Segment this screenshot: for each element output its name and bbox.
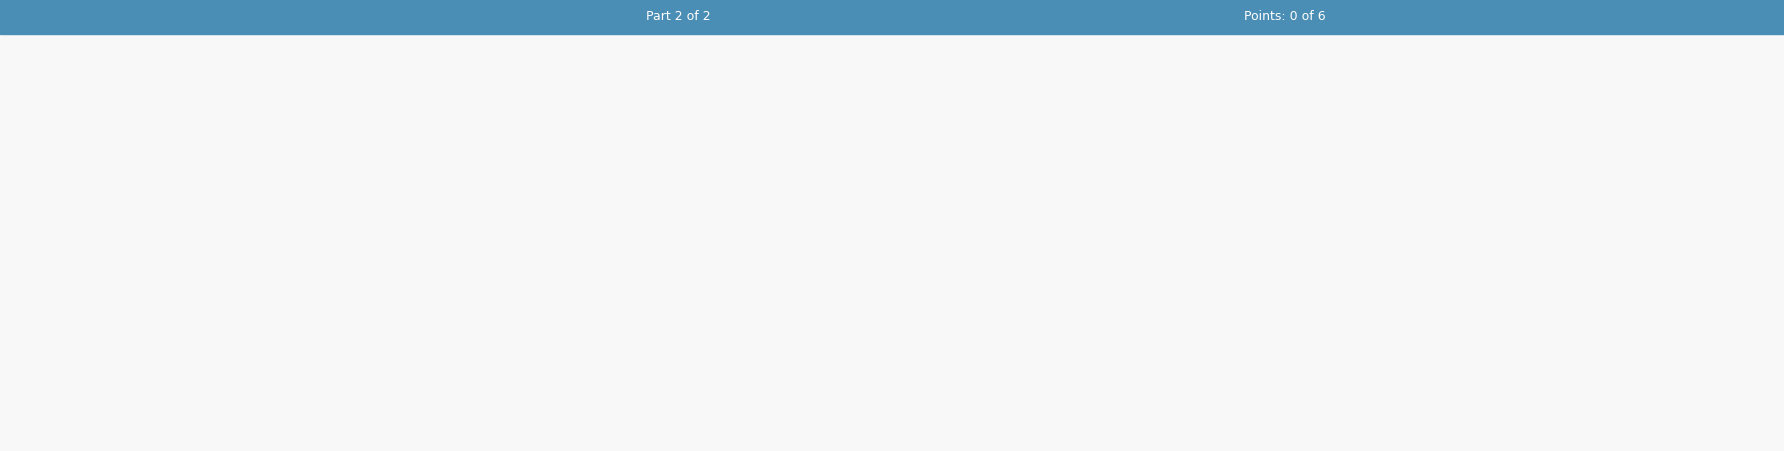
Text: ▲: ▲	[57, 151, 64, 161]
Text: 1.000: 1.000	[318, 179, 351, 192]
FancyBboxPatch shape	[872, 246, 912, 266]
Text: 2.750: 2.750	[639, 179, 673, 192]
Text: Part 2 of 2: Part 2 of 2	[646, 10, 710, 23]
Text: □: □	[733, 129, 742, 139]
Text: 214.5: 214.5	[532, 227, 566, 240]
Text: 0.153: 0.153	[218, 203, 252, 216]
Text: 2015: 2015	[640, 131, 669, 144]
Text: 184.0: 184.0	[473, 227, 507, 240]
Text: Use the pizza cost and the subway fare in the table below to find the regression: Use the pizza cost and the subway fare i…	[18, 40, 1349, 53]
Text: ←: ←	[7, 102, 21, 120]
Text: 152.4: 152.4	[373, 227, 407, 240]
Text: 2.747: 2.747	[694, 203, 726, 216]
Text: )x.: )x.	[350, 281, 368, 295]
Text: Pizza Cost: Pizza Cost	[54, 179, 125, 192]
Text: 44.4: 44.4	[271, 227, 298, 240]
Text: 109.6: 109.6	[318, 227, 351, 240]
Text: (: (	[298, 281, 303, 295]
Text: (Round to the nearest cent as needed.): (Round to the nearest cent as needed.)	[18, 375, 264, 388]
FancyBboxPatch shape	[489, 346, 521, 368]
Text: 2.996: 2.996	[694, 179, 726, 192]
Text: 233.0: 233.0	[583, 227, 617, 240]
Text: 29.6: 29.6	[221, 227, 248, 240]
Text: 2.001: 2.001	[473, 179, 507, 192]
Text: 1995: 1995	[375, 131, 405, 144]
Text: 1.750: 1.750	[423, 179, 457, 192]
Text: 2013: 2013	[585, 131, 615, 144]
Text: 0.350: 0.350	[268, 179, 301, 192]
Text: 1.251: 1.251	[373, 179, 407, 192]
Text: 2.251: 2.251	[532, 203, 566, 216]
Text: 2009: 2009	[533, 131, 564, 144]
Text: 2.551: 2.551	[583, 203, 617, 216]
Text: 1973: 1973	[269, 131, 300, 144]
Text: (Round the y-intercept to four decimal places as needed. Round the slope to thre: (Round the y-intercept to four decimal p…	[18, 307, 712, 320]
Text: 237.0: 237.0	[639, 227, 673, 240]
FancyBboxPatch shape	[305, 278, 351, 300]
Text: 1986: 1986	[319, 131, 350, 144]
Text: 1.001: 1.001	[318, 203, 351, 216]
Text: CPI: CPI	[78, 227, 102, 240]
Text: Year: Year	[75, 131, 105, 144]
Text: 1.350: 1.350	[373, 203, 407, 216]
Text: The best predicted subway fare when pizza costs $4.02 per slice is $: The best predicted subway fare when pizz…	[18, 349, 462, 367]
Text: 2003: 2003	[475, 131, 505, 144]
Text: 0.352: 0.352	[268, 203, 301, 216]
Text: 1.500: 1.500	[423, 203, 457, 216]
Text: 0.973: 0.973	[309, 287, 348, 301]
FancyBboxPatch shape	[228, 278, 284, 300]
Text: ŷ: ŷ	[200, 281, 209, 295]
Text: 2.754: 2.754	[639, 203, 673, 216]
Text: 1960: 1960	[219, 131, 250, 144]
Text: 2002: 2002	[425, 131, 455, 144]
Text: Subway Fare: Subway Fare	[45, 203, 136, 216]
Text: 0.0319: 0.0319	[232, 287, 280, 301]
Text: Points: 0 of 6: Points: 0 of 6	[1243, 10, 1326, 23]
Text: is the best predicted subway fare when pizza costs $4.02 per slice? Use a signif: is the best predicted subway fare when p…	[18, 58, 646, 71]
Text: 0.152: 0.152	[218, 179, 252, 192]
Text: 2.002: 2.002	[473, 203, 507, 216]
Text: =: =	[212, 281, 232, 295]
Text: 2.247: 2.247	[532, 179, 566, 192]
Text: +: +	[284, 281, 305, 295]
Text: 2019: 2019	[696, 131, 724, 144]
Text: The regression equation is: The regression equation is	[18, 281, 205, 295]
Text: ...: ...	[887, 251, 897, 261]
Text: 2.299: 2.299	[583, 179, 617, 192]
Text: 252.2: 252.2	[694, 227, 726, 240]
Text: 180.0: 180.0	[423, 227, 457, 240]
